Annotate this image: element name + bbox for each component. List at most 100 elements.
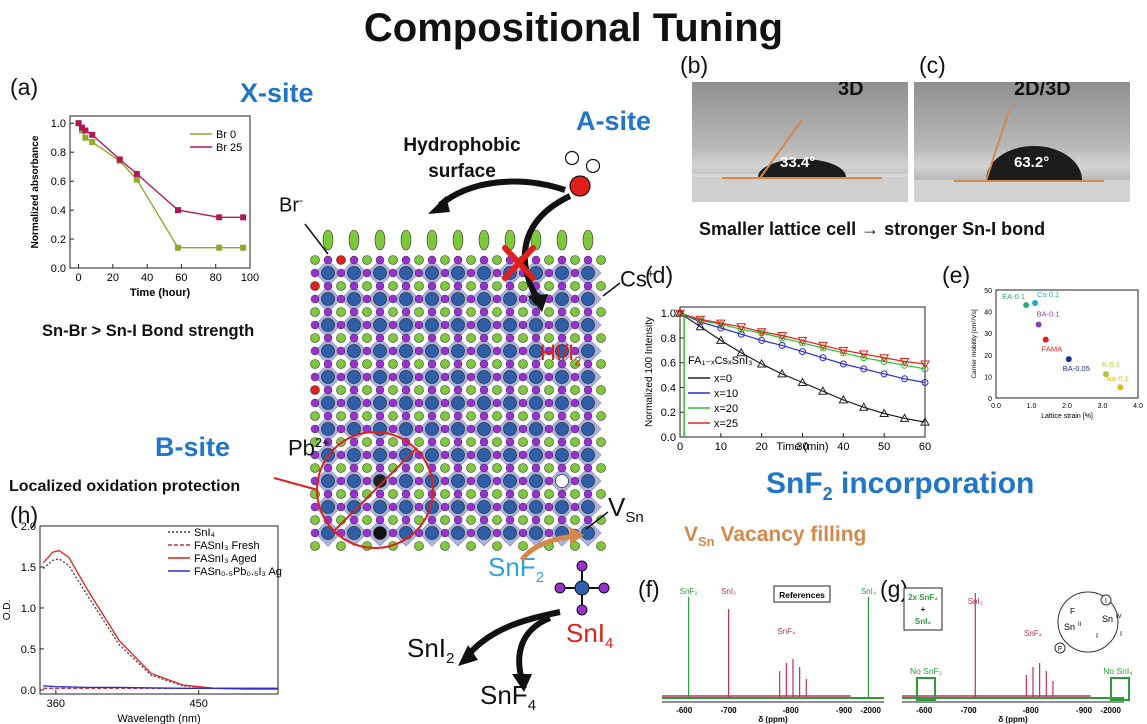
iodide-ion [440, 502, 450, 512]
iodide-ion [336, 294, 346, 304]
iodide-ion [466, 372, 476, 382]
data-point [879, 354, 890, 363]
iodide-ion [440, 320, 450, 330]
iodide-ion [388, 346, 398, 356]
iodide-ion [570, 372, 580, 382]
a-site-cation [310, 307, 320, 317]
surface-ligand [348, 229, 360, 251]
y-tick-label: 0.0 [51, 263, 66, 275]
a-site-cation [570, 281, 580, 291]
tin-ion [399, 318, 413, 332]
x-tick-label: 0 [76, 272, 82, 284]
a-site-cation [518, 333, 528, 343]
chart-h-absorption: 360 450 0.0 0.5 1.0 1.5 2.0 Wavelength (nm) O.D.… [2, 521, 282, 724]
tin-ion [477, 318, 491, 332]
tin-ion [503, 422, 517, 436]
iodide-ion [310, 346, 320, 356]
iodide-ion [583, 411, 593, 421]
snf2-label: SnF2 [488, 552, 545, 587]
data-point [899, 413, 910, 422]
scatter-point [1023, 302, 1030, 309]
iodide-ion [427, 333, 437, 343]
panel-label-b: (b) [680, 52, 709, 78]
legend-label: Br 0 [216, 129, 236, 141]
a-site-cation [492, 437, 502, 447]
x-tick-label: 60 [175, 272, 187, 284]
tin-ion [529, 500, 543, 514]
iodide-ion [505, 515, 515, 525]
iodide-ion [336, 424, 346, 434]
photo-3d-label: 3D [838, 82, 864, 100]
data-point [216, 244, 223, 251]
scheme-atom [1100, 594, 1112, 606]
tin-ion [477, 292, 491, 306]
point-label: EA-0.1 [1002, 292, 1025, 301]
hydrophobic-caption: Hydrophobic surface [403, 135, 521, 182]
data-point [797, 377, 808, 387]
iodide-ion [323, 411, 333, 421]
x-axis-label: δ (ppm) [998, 715, 1028, 724]
a-site-cation [544, 515, 554, 525]
a-site-cation [518, 541, 528, 551]
tin-ion [581, 370, 595, 384]
a-site-cation [570, 489, 580, 499]
tin-ion [373, 448, 387, 462]
tin-ion [477, 266, 491, 280]
a-site-cation [388, 515, 398, 525]
iodide-ion [375, 281, 385, 291]
a-site-cation [518, 307, 528, 317]
br-ion-label: Br- [279, 193, 303, 217]
iodide-ion [583, 437, 593, 447]
legend-box [903, 587, 943, 631]
x-tick-label: 2.0 [1062, 403, 1072, 410]
iodide-ion [544, 502, 554, 512]
iodide-ion [466, 320, 476, 330]
iodide-ion [492, 320, 502, 330]
a-site-cation [492, 307, 502, 317]
tin-ion [425, 526, 439, 540]
a-site-cation [544, 463, 554, 473]
a-site-cation [492, 411, 502, 421]
tin-ion [555, 448, 569, 462]
a-site-cation [310, 281, 320, 291]
a-site-cation [596, 359, 606, 369]
legend-label: Br 25 [216, 142, 242, 154]
tin-ion [321, 318, 335, 332]
water-molecule-icon [564, 150, 601, 197]
chart-e-mobility: 0.0 1.0 2.0 3.0 4.0 0 10 20 30 40 50 Lattice strain… [971, 288, 1143, 420]
tin-ion [399, 266, 413, 280]
iodide-ion [453, 463, 463, 473]
iodide-ion [492, 346, 502, 356]
iodide-ion [583, 281, 593, 291]
iodide-ion [479, 515, 489, 525]
y-tick-label: 0.2 [661, 407, 676, 419]
a-site-cation [466, 411, 476, 421]
iodide-ion [544, 450, 554, 460]
iodide-ion [479, 489, 489, 499]
iodide-ion [362, 398, 372, 408]
y-tick-label: 40 [984, 310, 992, 317]
a-site-cation [570, 437, 580, 447]
tin-ion [581, 422, 595, 436]
iodide-ion [557, 255, 567, 265]
iodide-ion [583, 515, 593, 525]
scheme-label: I [1120, 631, 1122, 638]
tin-ion [347, 526, 361, 540]
series-line [43, 685, 278, 689]
iodide-ion [453, 515, 463, 525]
a-site-cation [362, 411, 372, 421]
peak-label: SnI₂ [721, 587, 736, 596]
tin-ion [503, 526, 517, 540]
a-site-cation [414, 463, 424, 473]
tin-ion [581, 526, 595, 540]
a-site-cation [518, 437, 528, 447]
x-tick-label: -900 [1076, 706, 1093, 715]
tin-ion [581, 396, 595, 410]
iodide-ion [583, 307, 593, 317]
tin-ion [529, 396, 543, 410]
page-title: Compositional Tuning [363, 6, 784, 50]
tin-ion [399, 500, 413, 514]
a-site-cation [310, 463, 320, 473]
surface-ligand [452, 229, 464, 251]
tin-ion [425, 448, 439, 462]
